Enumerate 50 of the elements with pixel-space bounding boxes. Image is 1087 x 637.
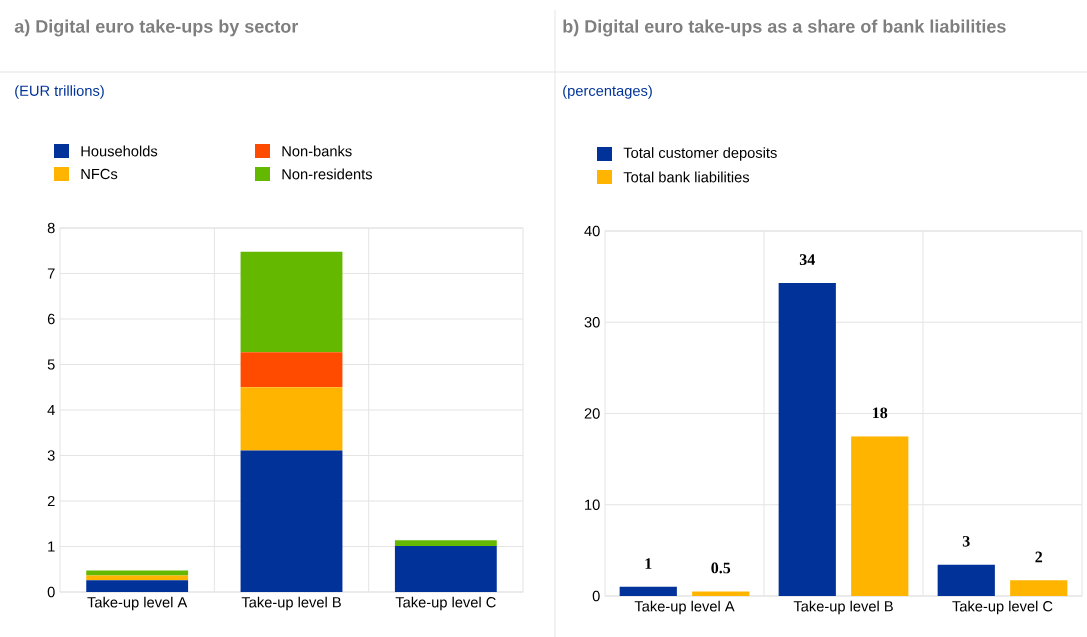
y-tick-label: 30 [584, 317, 600, 328]
chart-subtitle: (percentages) [563, 85, 652, 99]
data-label: 3 [962, 535, 970, 547]
x-tick-label: Take-up level A [87, 596, 188, 611]
y-tick-label: 3 [47, 450, 55, 461]
bar [778, 283, 836, 596]
legend-label: Total customer deposits [623, 147, 777, 161]
bar [1010, 580, 1068, 596]
bar [240, 352, 343, 388]
legend-label: Non-banks [282, 145, 352, 157]
bar [240, 450, 343, 592]
y-tick-label: 0 [47, 586, 55, 598]
chart-subtitle: (EUR trillions) [15, 85, 104, 99]
y-tick-label: 6 [47, 313, 55, 325]
y-tick-label: 5 [47, 359, 55, 370]
data-label: 1 [645, 558, 652, 569]
y-tick-label: 8 [47, 222, 55, 234]
bar [240, 387, 343, 451]
x-tick-label: Take-up level B [241, 596, 341, 611]
y-tick-label: 10 [585, 499, 600, 510]
bar [394, 540, 497, 547]
chart-title: b) Digital euro take-ups as a share of bank liabilities [563, 19, 1006, 37]
x-tick-label: Take-up level C [952, 600, 1053, 615]
data-label: 18 [873, 407, 888, 419]
bar [851, 436, 909, 596]
bar [86, 570, 189, 576]
x-tick-label: Take-up level B [793, 600, 893, 615]
y-tick-label: 1 [48, 541, 55, 552]
bar [86, 580, 189, 592]
legend-label: Households [81, 145, 158, 157]
legend-label: NFCs [81, 168, 118, 180]
bar [240, 251, 343, 353]
bar [937, 564, 995, 596]
x-tick-label: Take-up level A [634, 600, 735, 615]
chart-title: a) Digital euro take-ups by sector [14, 19, 299, 37]
y-tick-label: 4 [47, 404, 55, 416]
data-label: 0.5 [711, 562, 731, 574]
x-tick-label: Take-up level C [395, 596, 496, 611]
y-tick-label: 20 [584, 408, 600, 419]
y-tick-label: 0 [592, 590, 600, 602]
bar [692, 591, 750, 596]
y-tick-label: 7 [47, 268, 55, 279]
legend-label: Non-residents [282, 168, 373, 180]
data-label: 34 [799, 254, 815, 265]
bar [394, 546, 497, 592]
y-tick-label: 40 [584, 225, 600, 237]
legend-label: Total bank liabilities [623, 171, 750, 183]
y-tick-label: 2 [47, 495, 55, 507]
data-label: 2 [1035, 551, 1043, 563]
bar [619, 586, 677, 596]
